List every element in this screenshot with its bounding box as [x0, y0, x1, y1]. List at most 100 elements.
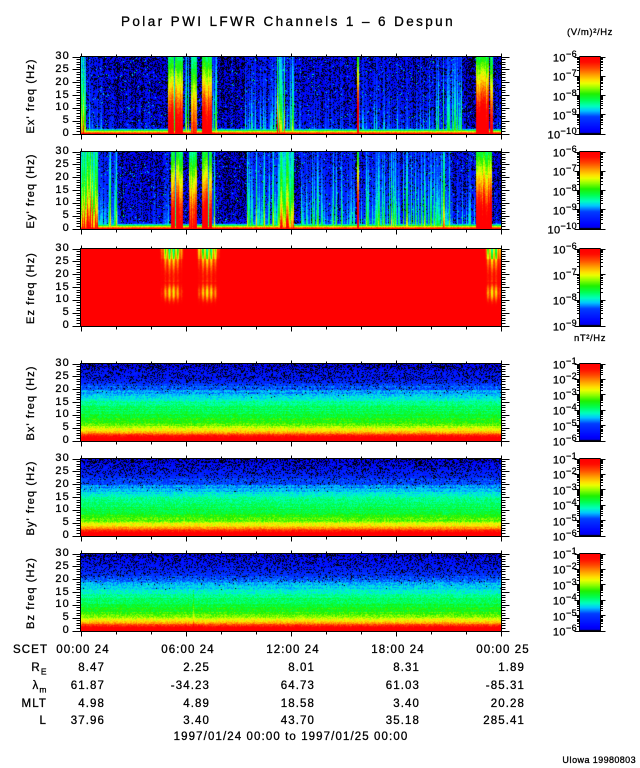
y-tick-label: 15	[55, 280, 70, 293]
y-tick-label: 0	[62, 319, 70, 331]
y-tick-label: 20	[55, 170, 70, 183]
y-tick-label: 0	[62, 624, 70, 636]
credit-stamp: UIowa 19980803	[562, 755, 636, 765]
y-tick-label: 30	[55, 145, 70, 157]
ephemeris-value: -85.31	[485, 679, 525, 692]
y-tick-label: 5	[62, 114, 70, 127]
colorbar-tick-label: 10−6	[552, 623, 577, 639]
y-tick-label: 0	[62, 127, 70, 139]
y-tick-label: 20	[55, 572, 70, 585]
scet-label: SCET	[13, 644, 49, 656]
y-tick-label: 20	[55, 477, 70, 490]
ephemeris-value: 37.96	[70, 715, 105, 727]
y-tick-label: 20	[55, 382, 70, 395]
colorbar-tick-label: 10−4	[552, 592, 577, 608]
colorbar-tick-label: 10−3	[552, 386, 577, 403]
colorbar-tick-label: 10−8	[552, 87, 577, 104]
ephemeris-row-label-r: RE	[31, 662, 47, 677]
plot-title: Polar PWI LFWR Channels 1 – 6 Despun	[120, 14, 456, 29]
spectrogram-ez	[81, 249, 501, 326]
colorbar-bx	[580, 364, 600, 441]
y-tick-label: 20	[55, 267, 70, 280]
colorbar-tick-label: 10−9	[552, 201, 577, 218]
spectrogram-ey	[81, 152, 501, 229]
colorbar-tick-label: 10−3	[552, 481, 577, 498]
y-tick-label: 0	[62, 529, 70, 541]
time-tick-label: 06:00 24	[161, 644, 215, 656]
colorbar-by	[580, 459, 600, 536]
colorbar-tick-label: 10−6	[552, 49, 577, 65]
y-tick-label: 10	[55, 101, 70, 114]
y-tick-label: 0	[62, 222, 70, 234]
colorbar-tick-label: 10−7	[552, 68, 577, 84]
ephemeris-value: 8.01	[288, 662, 315, 674]
ephemeris-value: 8.31	[393, 662, 420, 674]
y-tick-label: 25	[55, 157, 70, 170]
colorbar-ey	[580, 152, 600, 229]
colorbar-tick-label: 10−10	[547, 221, 577, 237]
y-tick-label: 0	[62, 434, 70, 446]
spectrogram-by	[81, 459, 501, 536]
y-tick-label: 25	[55, 254, 70, 267]
colorbar-tick-label: 10−7	[552, 163, 577, 179]
y-tick-label: 10	[55, 293, 70, 306]
ephemeris-value: 3.40	[393, 697, 420, 710]
colorbar-tick-label: 10−1	[552, 451, 577, 467]
y-tick-label: 10	[55, 408, 70, 421]
y-tick-label: 25	[55, 62, 70, 75]
y-tick-label: 5	[62, 611, 70, 624]
ephemeris-row-label-l: L	[39, 715, 47, 727]
colorbar-tick-label: 10−6	[552, 241, 577, 257]
ephemeris-value: 61.03	[385, 679, 420, 692]
colorbar-tick-label: 10−6	[552, 433, 577, 449]
ephemeris-value: 4.98	[78, 697, 105, 710]
time-tick-label: 00:00 25	[476, 644, 530, 656]
colorbar-tick-label: 10−5	[552, 512, 577, 529]
electric-units-label: (V/m)²/Hz	[566, 27, 614, 38]
y-tick-label: 5	[62, 421, 70, 434]
y-tick-label: 10	[55, 196, 70, 209]
colorbar-tick-label: 10−4	[552, 497, 577, 513]
y-tick-label: 10	[55, 598, 70, 611]
y-tick-label: 10	[55, 503, 70, 516]
colorbar-tick-label: 10−1	[552, 356, 577, 372]
ephemeris-value: 3.40	[183, 715, 210, 727]
ephemeris-value: -34.23	[170, 679, 210, 692]
ephemeris-value: 35.18	[385, 715, 420, 727]
spectrogram-bz	[81, 554, 501, 631]
ephemeris-value: 4.89	[183, 697, 210, 710]
ephemeris-value: 43.70	[280, 715, 315, 727]
ephemeris-value: 285.41	[483, 715, 525, 727]
colorbar-tick-label: 10−3	[552, 576, 577, 593]
y-tick-label: 25	[55, 464, 70, 477]
y-tick-label: 15	[55, 88, 70, 101]
y-tick-label: 20	[55, 75, 70, 88]
y-tick-label: 25	[55, 369, 70, 382]
colorbar-tick-label: 10−5	[552, 607, 577, 624]
y-tick-label: 5	[62, 306, 70, 319]
y-tick-label: 15	[55, 183, 70, 196]
colorbar-tick-label: 10−8	[552, 182, 577, 199]
colorbar-tick-label: 10−10	[547, 126, 577, 142]
y-tick-label: 30	[55, 357, 70, 369]
y-tick-label: 5	[62, 209, 70, 222]
colorbar-tick-label: 10−6	[552, 144, 577, 160]
y-tick-label: 15	[55, 490, 70, 503]
ephemeris-value: 64.73	[280, 679, 315, 692]
colorbar-tick-label: 10−5	[552, 417, 577, 434]
y-tick-label: 25	[55, 559, 70, 572]
ephemeris-value: 8.47	[78, 662, 105, 674]
time-tick-label: 12:00 24	[266, 644, 320, 656]
ephemeris-value: 18.58	[280, 697, 315, 710]
magnetic-units-label: nT²/Hz	[573, 333, 607, 344]
colorbar-tick-label: 10−1	[552, 546, 577, 562]
y-tick-label: 5	[62, 516, 70, 529]
colorbar-tick-label: 10−9	[552, 106, 577, 123]
colorbar-tick-label: 10−2	[552, 466, 577, 483]
colorbar-ex	[580, 57, 600, 134]
colorbar-tick-label: 10−2	[552, 371, 577, 388]
y-tick-label: 30	[55, 242, 70, 254]
spectrogram-bx	[81, 364, 501, 441]
ephemeris-value: 1.89	[498, 662, 525, 674]
